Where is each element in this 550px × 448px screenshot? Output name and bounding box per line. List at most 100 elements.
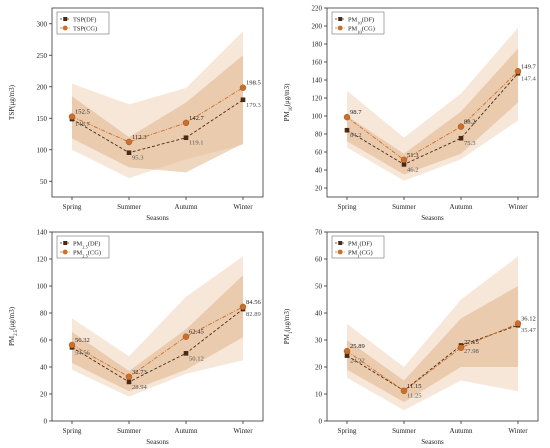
pm10-legend-cg-label: PM10(CG) [348,25,375,34]
pm25-ytick-label: 40 [40,364,48,372]
pm1-ytick-label: 0 [319,418,323,426]
tsp-df-point [183,135,189,141]
pm1-legend-df-label: PM1(DF) [348,240,372,249]
pm10-cg-point [457,123,465,130]
tsp-df-line [71,99,244,154]
tsp-cg-data-label: 152.5 [75,109,91,116]
pm1-legend-df-marker [338,241,343,245]
pm1-xtick-label: Summer [392,427,416,435]
pm10-df-point [458,135,464,141]
pm25-chart: 0 20 40 60 80 100 120 140 Spring Summer Autumn Wint… [8,229,264,446]
pm10-ytick-label: 60 [315,149,323,157]
pm1-df-data-label: 35.47 [521,327,537,334]
tsp-ytick-label: 300 [37,20,48,28]
pm10-ytick-label: 160 [312,59,323,67]
pm25-cg-data-label: 32.73 [132,369,148,376]
pm25-ytick-label: 140 [37,229,48,237]
pm1-df-point [344,353,350,358]
pm10-cg-line [346,70,519,161]
pm10-df-data-label: 147.4 [521,75,537,82]
tsp-ytick-label: 50 [40,178,48,186]
pm25-xaxis-title: Seasons [146,438,169,446]
tsp-legend-box [56,11,110,35]
pm25-ytick-label: 0 [44,418,48,426]
pm25-df-point [183,351,189,356]
tsp-cg-line [71,87,244,143]
pm1-ytick-label: 40 [315,310,323,318]
tsp-legend-cg-label: TSP(CG) [73,25,97,32]
pm25-df-data-label: 54.56 [75,349,91,356]
pm10-legend-box [331,11,385,35]
pm1-chart: 0 10 20 30 40 50 60 70 Spring Summer Autumn Winter S… [283,229,539,446]
tsp-legend-df-marker [63,17,68,21]
pm10-legend-df-marker [338,17,343,21]
tsp-plot-frame [51,7,264,198]
pm10-ytick-label: 100 [312,113,323,121]
pm1-ytick-label: 30 [315,337,323,345]
pm25-df-data-label: 50.12 [189,355,204,362]
pm25-xtick-label: Spring [63,427,82,435]
pm10-cg-data-label: 149.7 [521,63,537,70]
pm25-df-data-label: 82.89 [246,311,262,318]
pm25-legend-cg-marker [62,249,68,255]
pm1-ytick-label: 70 [315,229,323,237]
pm10-cg-data-label: 98.7 [350,109,362,116]
tsp-df-data-label: 148.7 [75,121,91,128]
pm1-legend-cg-label: PM1(CG) [348,249,373,258]
pm25-ytick-label: 120 [37,256,48,264]
pm1-cg-point [514,320,522,327]
pm1-chart-panel: 0 10 20 30 40 50 60 70 Spring Summer Autumn Winter S… [275,224,550,448]
pm1-cg-data-label: 36.12 [521,315,536,322]
pm10-df-data-label: 75.3 [464,140,476,147]
pm10-yaxis-title: PM10(μg/m3) [283,83,294,121]
pm25-ytick-label: 80 [40,310,48,318]
pm1-cg-point [457,344,465,351]
pm10-cg-data-label: 88.2 [464,119,476,126]
tsp-chart: 50 100 150 200 250 300 Spring Summer Autumn Winte… [8,7,264,222]
pm1-ytick-label: 50 [315,283,323,291]
tsp-xaxis-title: Seasons [146,214,169,222]
pm25-yaxis-title: PM2.5(μg/m3) [8,306,19,346]
tsp-cg-data-label: 198.5 [246,80,262,87]
pm1-xtick-label: Winter [508,427,528,435]
pm1-ytick-label: 60 [315,256,323,264]
pm1-ytick-label: 20 [315,364,323,372]
pm25-xtick-label: Winter [233,427,253,435]
pm25-df-point [126,379,132,385]
pm10-chart: 20 40 60 80 100 120 140 160 180 200 220 Spring Summe… [283,5,539,222]
pm25-ytick-label: 100 [37,283,48,291]
pm10-ytick-label: 80 [315,131,323,139]
pm10-cg-point [400,156,408,164]
pm1-legend-box [331,235,385,259]
pm10-ytick-label: 140 [312,77,323,85]
pm1-ytick-label: 10 [315,391,323,399]
tsp-df-band [72,55,243,173]
pm10-df-band [347,48,518,175]
pm1-plot-frame [326,231,539,422]
pm25-legend-df-marker [63,241,68,245]
pm25-cg-point [239,303,247,311]
pm10-xtick-label: Winter [508,203,528,211]
tsp-cg-data-label: 112.3 [132,134,147,141]
pm25-cg-point [125,373,133,381]
pm10-cg-data-label: 51.3 [407,152,419,159]
tsp-ytick-label: 250 [37,52,48,60]
pm1-cg-point [400,387,408,395]
tsp-cg-point [125,138,133,146]
pm25-cg-data-label: 84.56 [246,299,262,306]
pm25-cg-data-label: 62.45 [189,329,205,336]
tsp-cg-point [182,119,190,127]
pm10-ytick-label: 20 [315,185,323,193]
pm25-ytick-label: 60 [40,337,48,345]
tsp-cg-point [239,84,247,91]
pm25-xtick-label: Autumn [175,427,198,435]
pm10-chart-panel: 20 40 60 80 100 120 140 160 180 200 220 Spring Summe… [275,0,550,224]
tsp-xtick-label: Autumn [175,203,198,211]
pm1-df-data-label: 24.22 [350,358,365,365]
tsp-xtick-label: Spring [63,203,82,211]
pm1-df-data-label: 27.98 [464,348,480,355]
tsp-legend-df-label: TSP(DF) [73,16,96,23]
pm1-xtick-label: Spring [338,427,357,435]
pm1-df-data-label: 11.25 [407,393,422,400]
